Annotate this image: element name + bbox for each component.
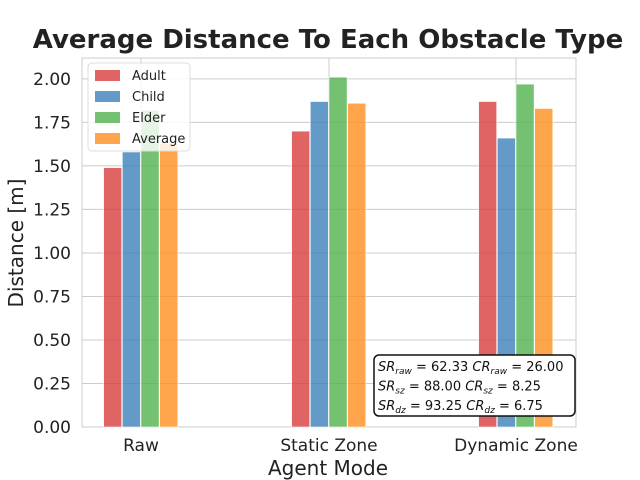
legend-swatch-adult: [95, 70, 120, 81]
annotation-line: SRsz = 88.00 CRsz = 8.25: [378, 380, 541, 397]
annotation-part: CR: [465, 380, 483, 395]
annotation-part: raw: [395, 367, 412, 377]
annotation-part: = 26.00: [507, 360, 563, 375]
annotation-frame: [373, 354, 576, 417]
bar-elder-static-zone: [328, 76, 348, 428]
y-tick-label: 1.00: [33, 244, 71, 264]
legend-label-average: Average: [132, 132, 185, 147]
bar-group: [103, 76, 554, 428]
bar-child-static-zone: [309, 101, 329, 428]
annotation-part: sz: [483, 387, 493, 397]
annotation-part: SR: [378, 399, 395, 414]
bar-adult-raw: [103, 167, 122, 428]
x-axis-ticks: Raw Static Zone Dynamic Zone: [123, 436, 578, 456]
annotation-part: = 93.25: [406, 399, 467, 414]
bar-average-dynamic-zone: [534, 108, 554, 428]
x-tick-label: Static Zone: [280, 436, 377, 456]
legend: Adult Child Elder Average: [87, 62, 191, 152]
annotation-part: = 6.75: [495, 399, 543, 414]
x-tick-label: Raw: [123, 436, 159, 456]
annotation-part: SR: [378, 380, 395, 395]
y-axis-label: Distance [m]: [4, 179, 28, 308]
annotation-part: = 8.25: [493, 380, 541, 395]
legend-label-child: Child: [132, 90, 165, 105]
annotation-part: sz: [395, 387, 405, 397]
annotation-part: SR: [378, 360, 395, 375]
bar-adult-static-zone: [291, 130, 311, 428]
bar-average-static-zone: [347, 102, 367, 428]
legend-label-elder: Elder: [132, 111, 166, 126]
bar-adult-dynamic-zone: [478, 101, 498, 428]
y-tick-label: 1.75: [33, 113, 71, 133]
annotation-line: SRdz = 93.25 CRdz = 6.75: [378, 399, 543, 416]
x-tick-label: Dynamic Zone: [454, 436, 578, 456]
legend-box: [87, 62, 191, 152]
y-tick-label: 0.25: [33, 374, 71, 394]
annotation-part: dz: [484, 406, 495, 416]
y-tick-label: 0.00: [33, 418, 71, 438]
legend-swatch-child: [95, 91, 120, 102]
annotation-line: SRraw = 62.33 CRraw = 26.00: [378, 360, 563, 377]
y-tick-label: 0.50: [33, 331, 71, 351]
annotation-part: raw: [491, 367, 508, 377]
x-axis-label: Agent Mode: [268, 456, 388, 480]
bar-child-raw: [122, 151, 141, 428]
bar-elder-raw: [140, 109, 160, 428]
annotation-part: CR: [472, 360, 490, 375]
bar-elder-dynamic-zone: [515, 83, 535, 428]
annotation-part: dz: [395, 406, 406, 416]
y-tick-label: 1.50: [33, 157, 71, 177]
y-tick-label: 0.75: [33, 287, 71, 307]
legend-swatch-elder: [95, 112, 120, 123]
annotation-part: = 62.33: [412, 360, 473, 375]
y-tick-label: 1.25: [33, 200, 71, 220]
legend-swatch-average: [95, 133, 120, 144]
chart-title: Average Distance To Each Obstacle Type: [33, 25, 623, 55]
annotation-part: CR: [466, 399, 484, 414]
y-tick-label: 2.00: [33, 70, 71, 90]
annotation-part: = 88.00: [405, 380, 466, 395]
bar-average-raw: [159, 142, 179, 428]
y-axis-ticks: 0.00 0.25 0.50 0.75 1.00 1.25 1.50 1.75 2.00: [33, 70, 71, 438]
legend-label-adult: Adult: [132, 69, 166, 84]
